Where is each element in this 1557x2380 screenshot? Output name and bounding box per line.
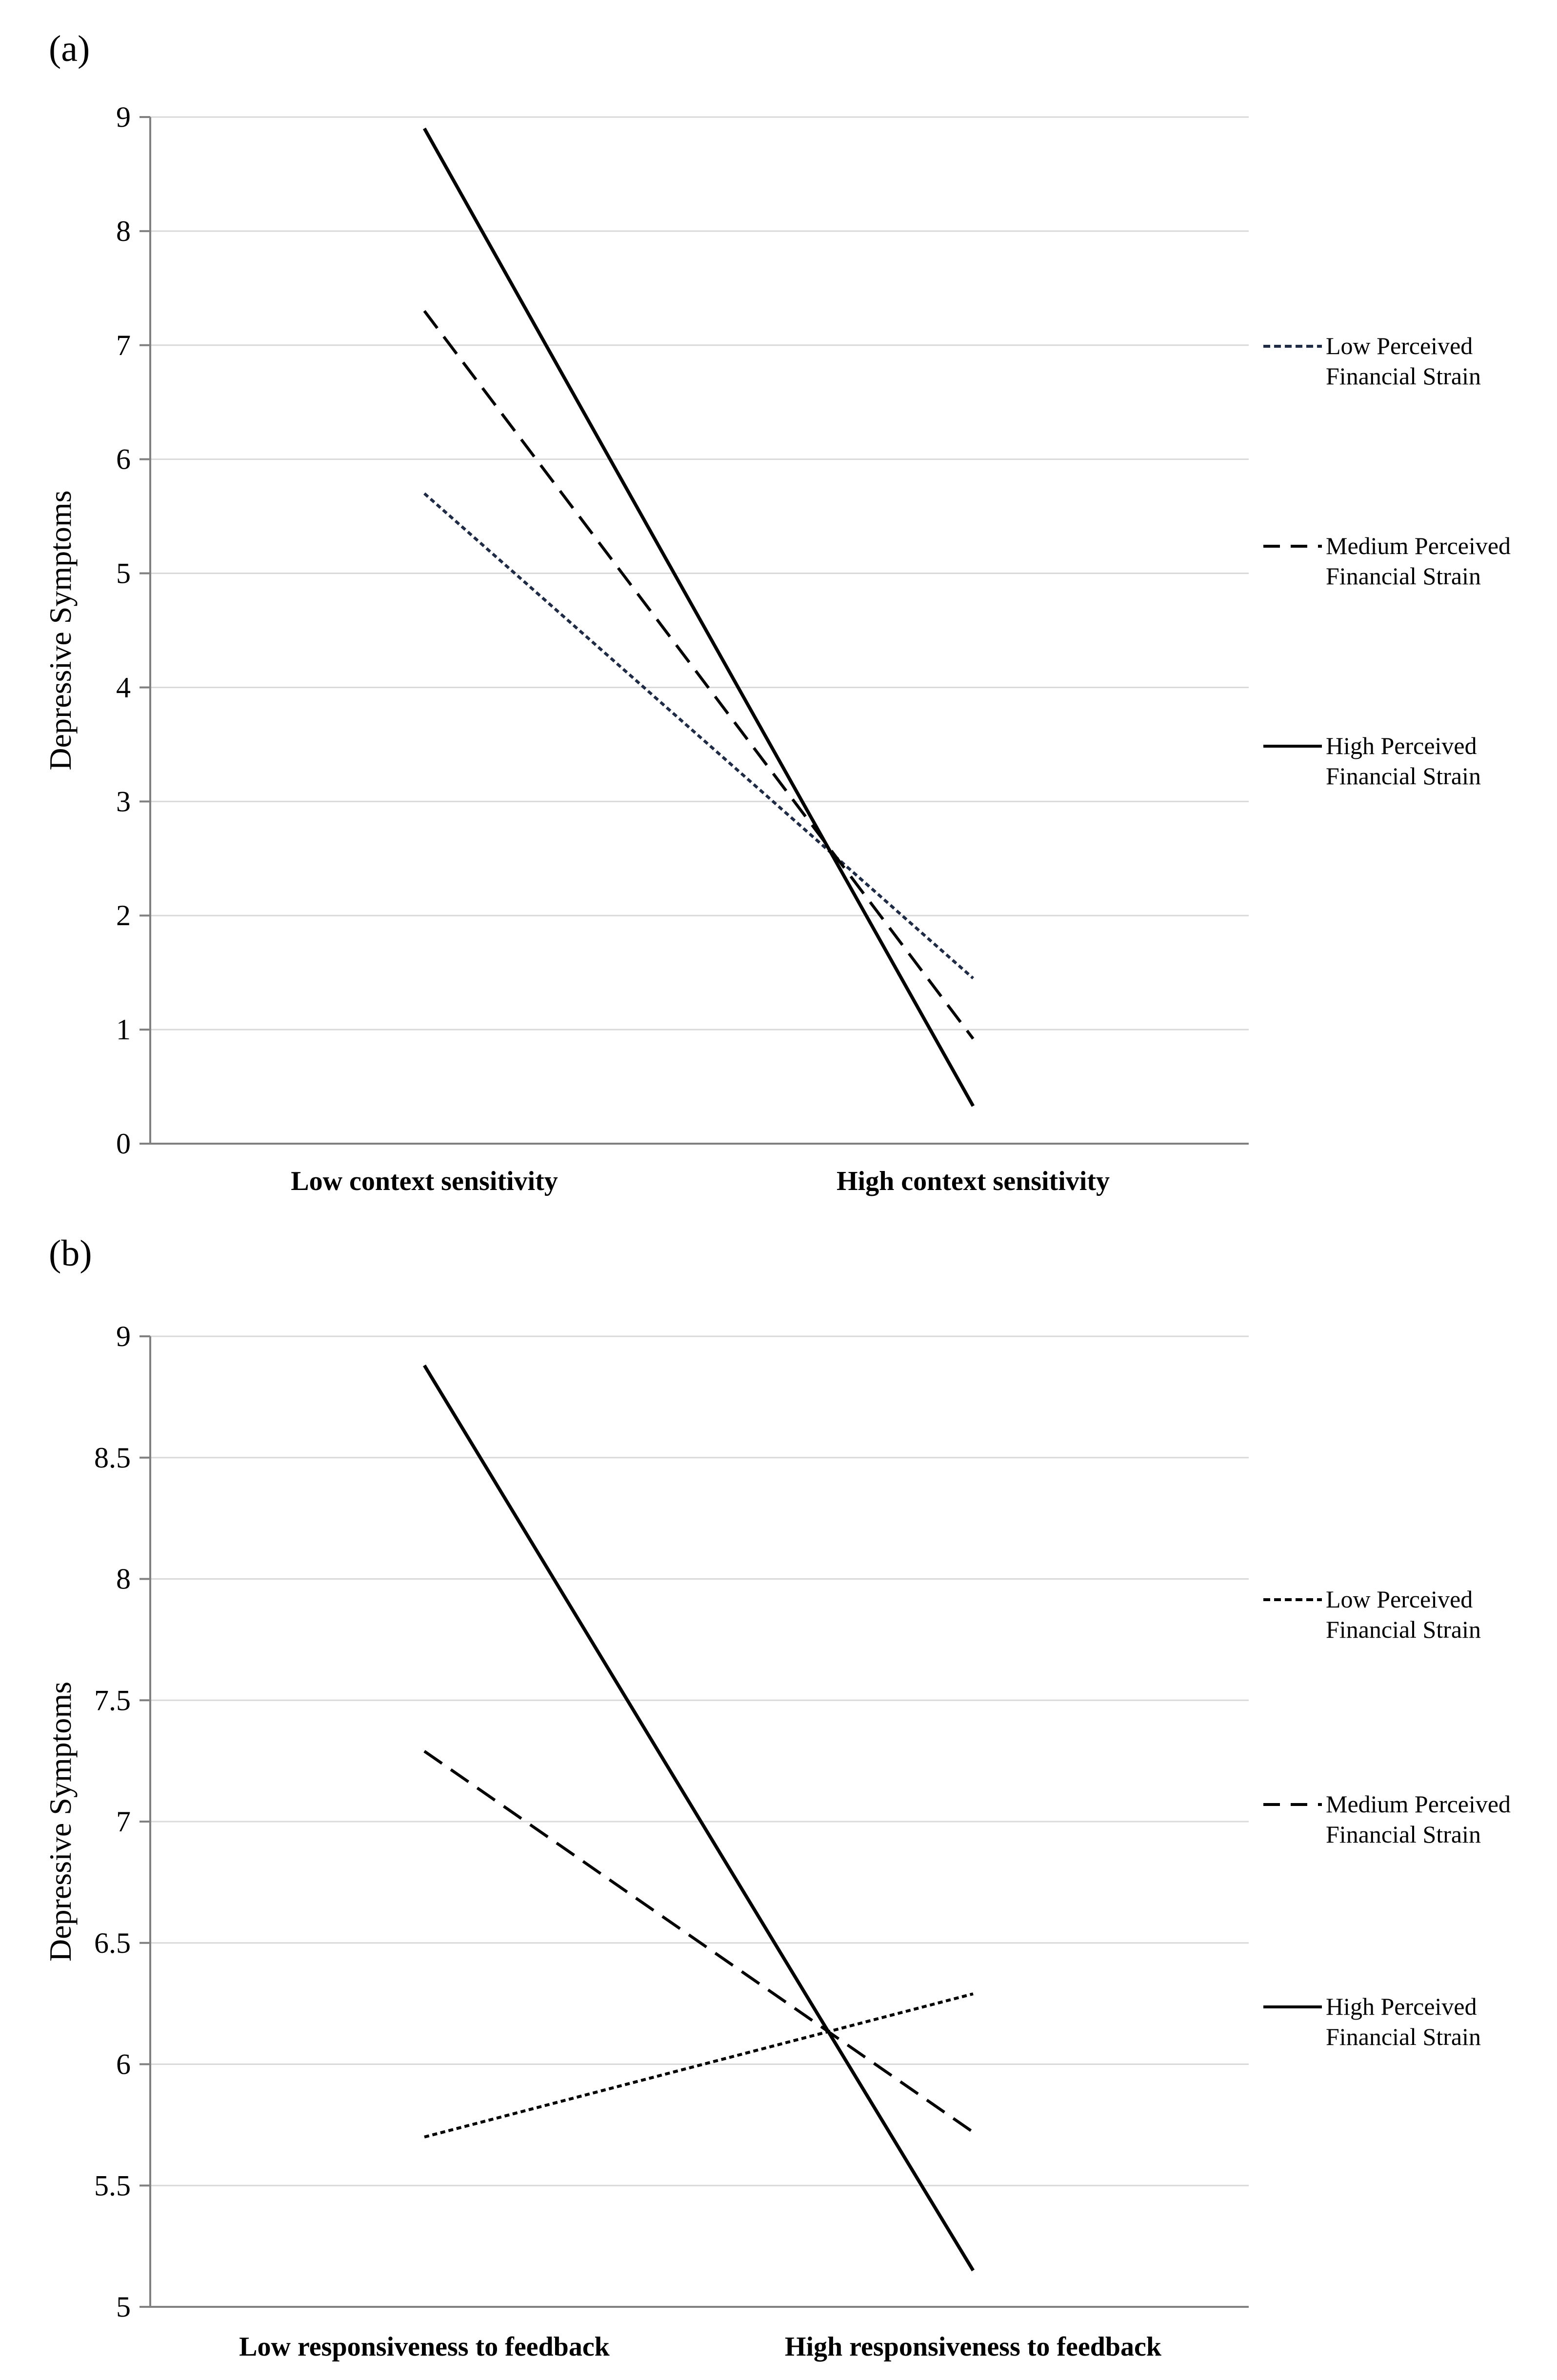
y-tick-label: 5.5 bbox=[94, 2169, 131, 2202]
y-tick-label: 1 bbox=[116, 1013, 131, 1046]
legend-label-line2: Financial Strain bbox=[1326, 362, 1481, 390]
series-line-dotted bbox=[423, 492, 974, 980]
y-axis-title: Depressive Symptoms bbox=[43, 1682, 78, 1962]
legend-label-line1: High Perceived bbox=[1326, 1993, 1477, 2020]
legend-label-line2: Financial Strain bbox=[1326, 2023, 1481, 2050]
panel-label: (a) bbox=[49, 28, 90, 69]
panel-label: (b) bbox=[49, 1233, 92, 1274]
y-tick-label: 4 bbox=[116, 671, 131, 703]
legend-label-line1: Low Perceived bbox=[1326, 332, 1473, 359]
series-line-dashed bbox=[423, 1750, 974, 2134]
y-tick-label: 9 bbox=[116, 1320, 131, 1352]
series-line-dashed bbox=[423, 310, 975, 1040]
y-tick-label: 2 bbox=[116, 899, 131, 932]
legend-label-line2: Financial Strain bbox=[1326, 562, 1481, 590]
y-tick-label: 7 bbox=[116, 1805, 131, 1838]
legend-label-line1: Low Perceived bbox=[1326, 1586, 1473, 1613]
y-tick-label: 6 bbox=[116, 2048, 131, 2081]
y-tick-label: 6 bbox=[116, 443, 131, 476]
legend-label-line2: Financial Strain bbox=[1326, 1616, 1481, 1643]
x-category-label: High context sensitivity bbox=[837, 1166, 1110, 1196]
y-tick-label: 8.5 bbox=[94, 1442, 131, 1474]
y-tick-label: 8 bbox=[116, 215, 131, 247]
y-tick-label: 7 bbox=[116, 329, 131, 361]
y-tick-label: 9 bbox=[116, 101, 131, 133]
legend-label-line1: Medium Perceived bbox=[1326, 1790, 1511, 1818]
y-tick-label: 6.5 bbox=[94, 1927, 131, 1959]
x-category-label: Low context sensitivity bbox=[291, 1166, 558, 1196]
y-tick-label: 3 bbox=[116, 785, 131, 817]
chart-a: (a) 0 1 2 3 4 5 6 7 8 9 Depressive Symptoms Low cont… bbox=[43, 28, 1511, 1196]
legend-label-line1: Medium Perceived bbox=[1326, 532, 1511, 559]
series-line-solid bbox=[423, 1364, 975, 2272]
y-tick-label: 0 bbox=[116, 1128, 131, 1160]
legend-label-line1: High Perceived bbox=[1326, 732, 1477, 759]
x-category-label: Low responsiveness to feedback bbox=[239, 2332, 610, 2362]
chart-b: (b) 5 5.5 6 6.5 7 7.5 8 8.5 9 Depressive Symptoms L… bbox=[43, 1233, 1511, 2362]
y-tick-label: 7.5 bbox=[94, 1684, 131, 1716]
legend-label-line2: Financial Strain bbox=[1326, 762, 1481, 790]
y-tick-label: 8 bbox=[116, 1563, 131, 1595]
x-category-label: High responsiveness to feedback bbox=[785, 2332, 1162, 2362]
y-axis-title: Depressive Symptoms bbox=[43, 490, 78, 770]
series-line-dotted bbox=[424, 1992, 974, 2139]
series-line-solid bbox=[422, 127, 975, 1107]
y-tick-label: 5 bbox=[116, 2291, 131, 2323]
legend-label-line2: Financial Strain bbox=[1326, 1821, 1481, 1848]
y-tick-label: 5 bbox=[116, 557, 131, 590]
